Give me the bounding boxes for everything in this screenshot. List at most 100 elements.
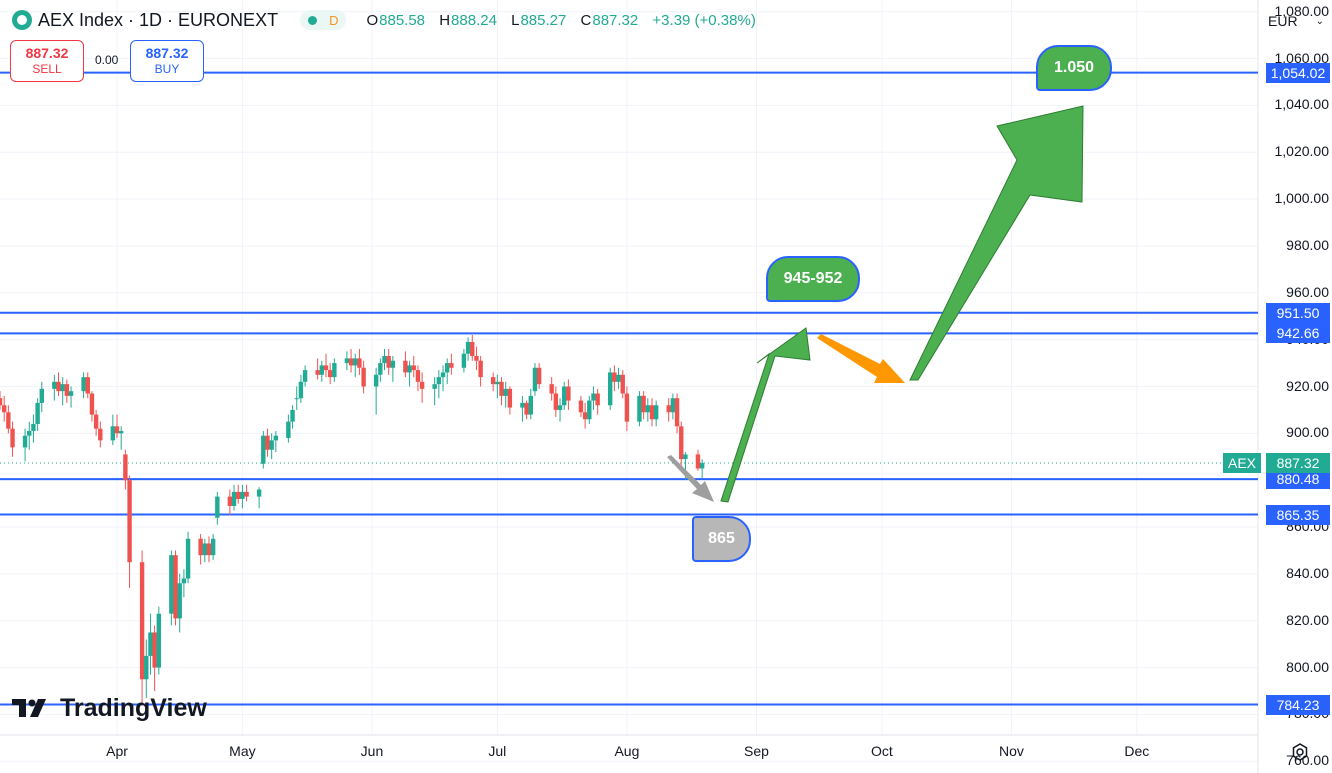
open-value: 885.58 — [379, 11, 426, 29]
candle-body — [695, 454, 701, 469]
candle-body — [587, 400, 592, 420]
gray-arrow-down — [667, 455, 714, 502]
buy-button[interactable]: 887.32 BUY — [130, 40, 204, 82]
candle-body — [478, 360, 483, 378]
target-mid-bubble[interactable]: 945-952 — [766, 256, 860, 302]
candle-body — [536, 367, 542, 385]
candle-body — [578, 400, 584, 413]
candle-body — [357, 358, 362, 368]
candle-body — [378, 363, 383, 375]
candle-body — [415, 370, 421, 382]
candle-body — [645, 405, 651, 413]
candle-body — [240, 491, 245, 499]
candle-body — [152, 632, 157, 668]
candle-body — [173, 555, 178, 619]
market-status-badge[interactable]: D — [300, 10, 347, 30]
candle-body — [465, 341, 471, 354]
spread-value: 0.00 — [95, 53, 119, 67]
price-axis-label: 920.00 — [1286, 377, 1329, 394]
candle-body — [499, 381, 504, 396]
candle-body — [595, 393, 600, 406]
candle-body — [0, 398, 3, 406]
candle-body — [440, 372, 446, 378]
candle-body — [403, 360, 408, 373]
candle-body — [386, 356, 391, 368]
candle-body — [31, 423, 36, 432]
candle-body — [495, 381, 500, 385]
chart-grid — [0, 0, 1258, 762]
candle-body — [666, 405, 671, 413]
level-price-tag: 784.23 — [1266, 694, 1330, 715]
candle-body — [56, 381, 61, 392]
candle-body — [679, 426, 684, 460]
candle-body — [616, 374, 621, 382]
sell-label: SELL — [32, 62, 62, 76]
candle-body — [407, 365, 412, 373]
candle-body — [612, 372, 617, 382]
candle-body — [607, 372, 613, 406]
candle-body — [683, 454, 688, 460]
symbol-title[interactable]: AEX Index · 1D · EURONEXT — [38, 9, 279, 30]
candle-body — [169, 555, 174, 614]
candle-body — [390, 360, 396, 368]
change-value: +3.39 (+0.38%) — [652, 11, 756, 29]
currency-selector[interactable]: EUR ⌄ — [1262, 8, 1330, 34]
candle-body — [327, 370, 333, 378]
candle-body — [139, 562, 145, 680]
chart-header: AEX Index · 1D · EURONEXT D O885.58 H888… — [12, 8, 756, 32]
low-key: L — [511, 11, 520, 29]
close-key: C — [580, 11, 592, 29]
time-axis-label: Jul — [488, 743, 507, 759]
candle-body — [202, 543, 207, 556]
candle-body — [670, 398, 676, 413]
candle-body — [553, 393, 559, 410]
candle-body — [641, 395, 646, 413]
candle-body — [286, 421, 291, 439]
candle-body — [591, 393, 596, 401]
target-top-bubble[interactable]: 1.050 — [1036, 45, 1112, 91]
close-value: 887.32 — [592, 11, 639, 29]
level-price-tag: 865.35 — [1266, 504, 1330, 525]
time-axis-label: Dec — [1124, 743, 1150, 759]
settings-gear-icon[interactable] — [1290, 742, 1310, 762]
candle-body — [52, 381, 57, 389]
candle-body — [470, 341, 475, 357]
candle-body — [60, 384, 65, 392]
candle-body — [269, 440, 274, 450]
candle-body — [294, 398, 299, 400]
candle-body — [236, 491, 241, 499]
price-axis-label: 1,000.00 — [1274, 190, 1330, 207]
candle-body — [419, 381, 425, 389]
time-axis-label: Apr — [106, 743, 128, 759]
price-axis-label: 820.00 — [1286, 611, 1329, 628]
target-low-bubble[interactable]: 865 — [692, 516, 751, 562]
tradingview-logo[interactable]: TradingView — [12, 692, 207, 724]
candle-body — [382, 356, 387, 364]
sell-button[interactable]: 887.32 SELL — [10, 40, 84, 82]
price-axis-label: 1,040.00 — [1274, 96, 1330, 113]
candle-body — [273, 435, 279, 441]
candle-body — [323, 365, 329, 371]
candle-body — [177, 583, 182, 619]
candle-body — [699, 463, 705, 469]
price-axis-label: 960.00 — [1286, 283, 1329, 300]
candle-body — [449, 363, 454, 368]
forecast-arrows — [667, 105, 1084, 503]
candle-body — [144, 655, 149, 680]
candle-body — [290, 409, 295, 422]
price-axis-label: 1,060.00 — [1274, 49, 1330, 66]
candle-body — [348, 358, 354, 366]
candle-body — [524, 402, 529, 415]
level-price-tag: 1,054.02 — [1266, 62, 1330, 83]
candle-body — [231, 491, 237, 506]
candle-body — [674, 398, 680, 427]
candle-body — [114, 426, 120, 434]
candle-body — [185, 538, 191, 579]
candle-body — [582, 412, 588, 420]
candle-body — [562, 386, 567, 406]
candle-body — [344, 358, 350, 364]
candle-body — [198, 538, 203, 556]
candle-body — [227, 496, 233, 506]
price-axis-label: 900.00 — [1286, 424, 1329, 441]
